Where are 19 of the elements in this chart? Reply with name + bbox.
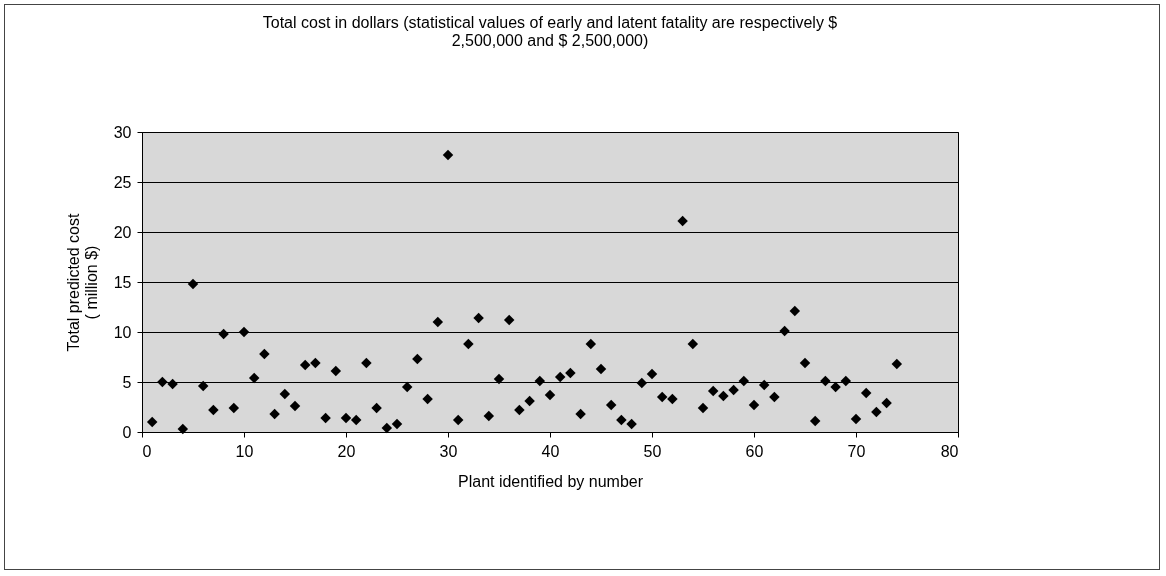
y-tick-label: 20 (113, 223, 132, 241)
y-tick-label: 10 (113, 323, 132, 341)
y-tick-label: 5 (122, 373, 132, 391)
x-axis-title: Plant identified by number (458, 472, 644, 490)
x-tick-label: 20 (337, 442, 356, 460)
y-tick-label: 30 (113, 123, 132, 141)
x-tick-label: 60 (745, 442, 764, 460)
x-tick-label: 10 (235, 442, 254, 460)
y-tick-label: 0 (122, 423, 132, 441)
x-tick-label: 40 (541, 442, 560, 460)
x-tick-label: 50 (643, 442, 662, 460)
x-tick-label: 30 (439, 442, 458, 460)
x-tick-label: 70 (847, 442, 866, 460)
y-tick-label: 15 (113, 273, 132, 291)
y-tick-label: 25 (113, 173, 132, 191)
x-tick-label: 0 (142, 442, 152, 460)
y-axis-title: Total predicted cost ( million $) (64, 213, 100, 352)
chart-title: Total cost in dollars (statistical values of early and latent fatality are respectively $ 2,500,000 and $ 2,500,000) (262, 14, 838, 49)
x-tick-label: 80 (940, 442, 959, 460)
